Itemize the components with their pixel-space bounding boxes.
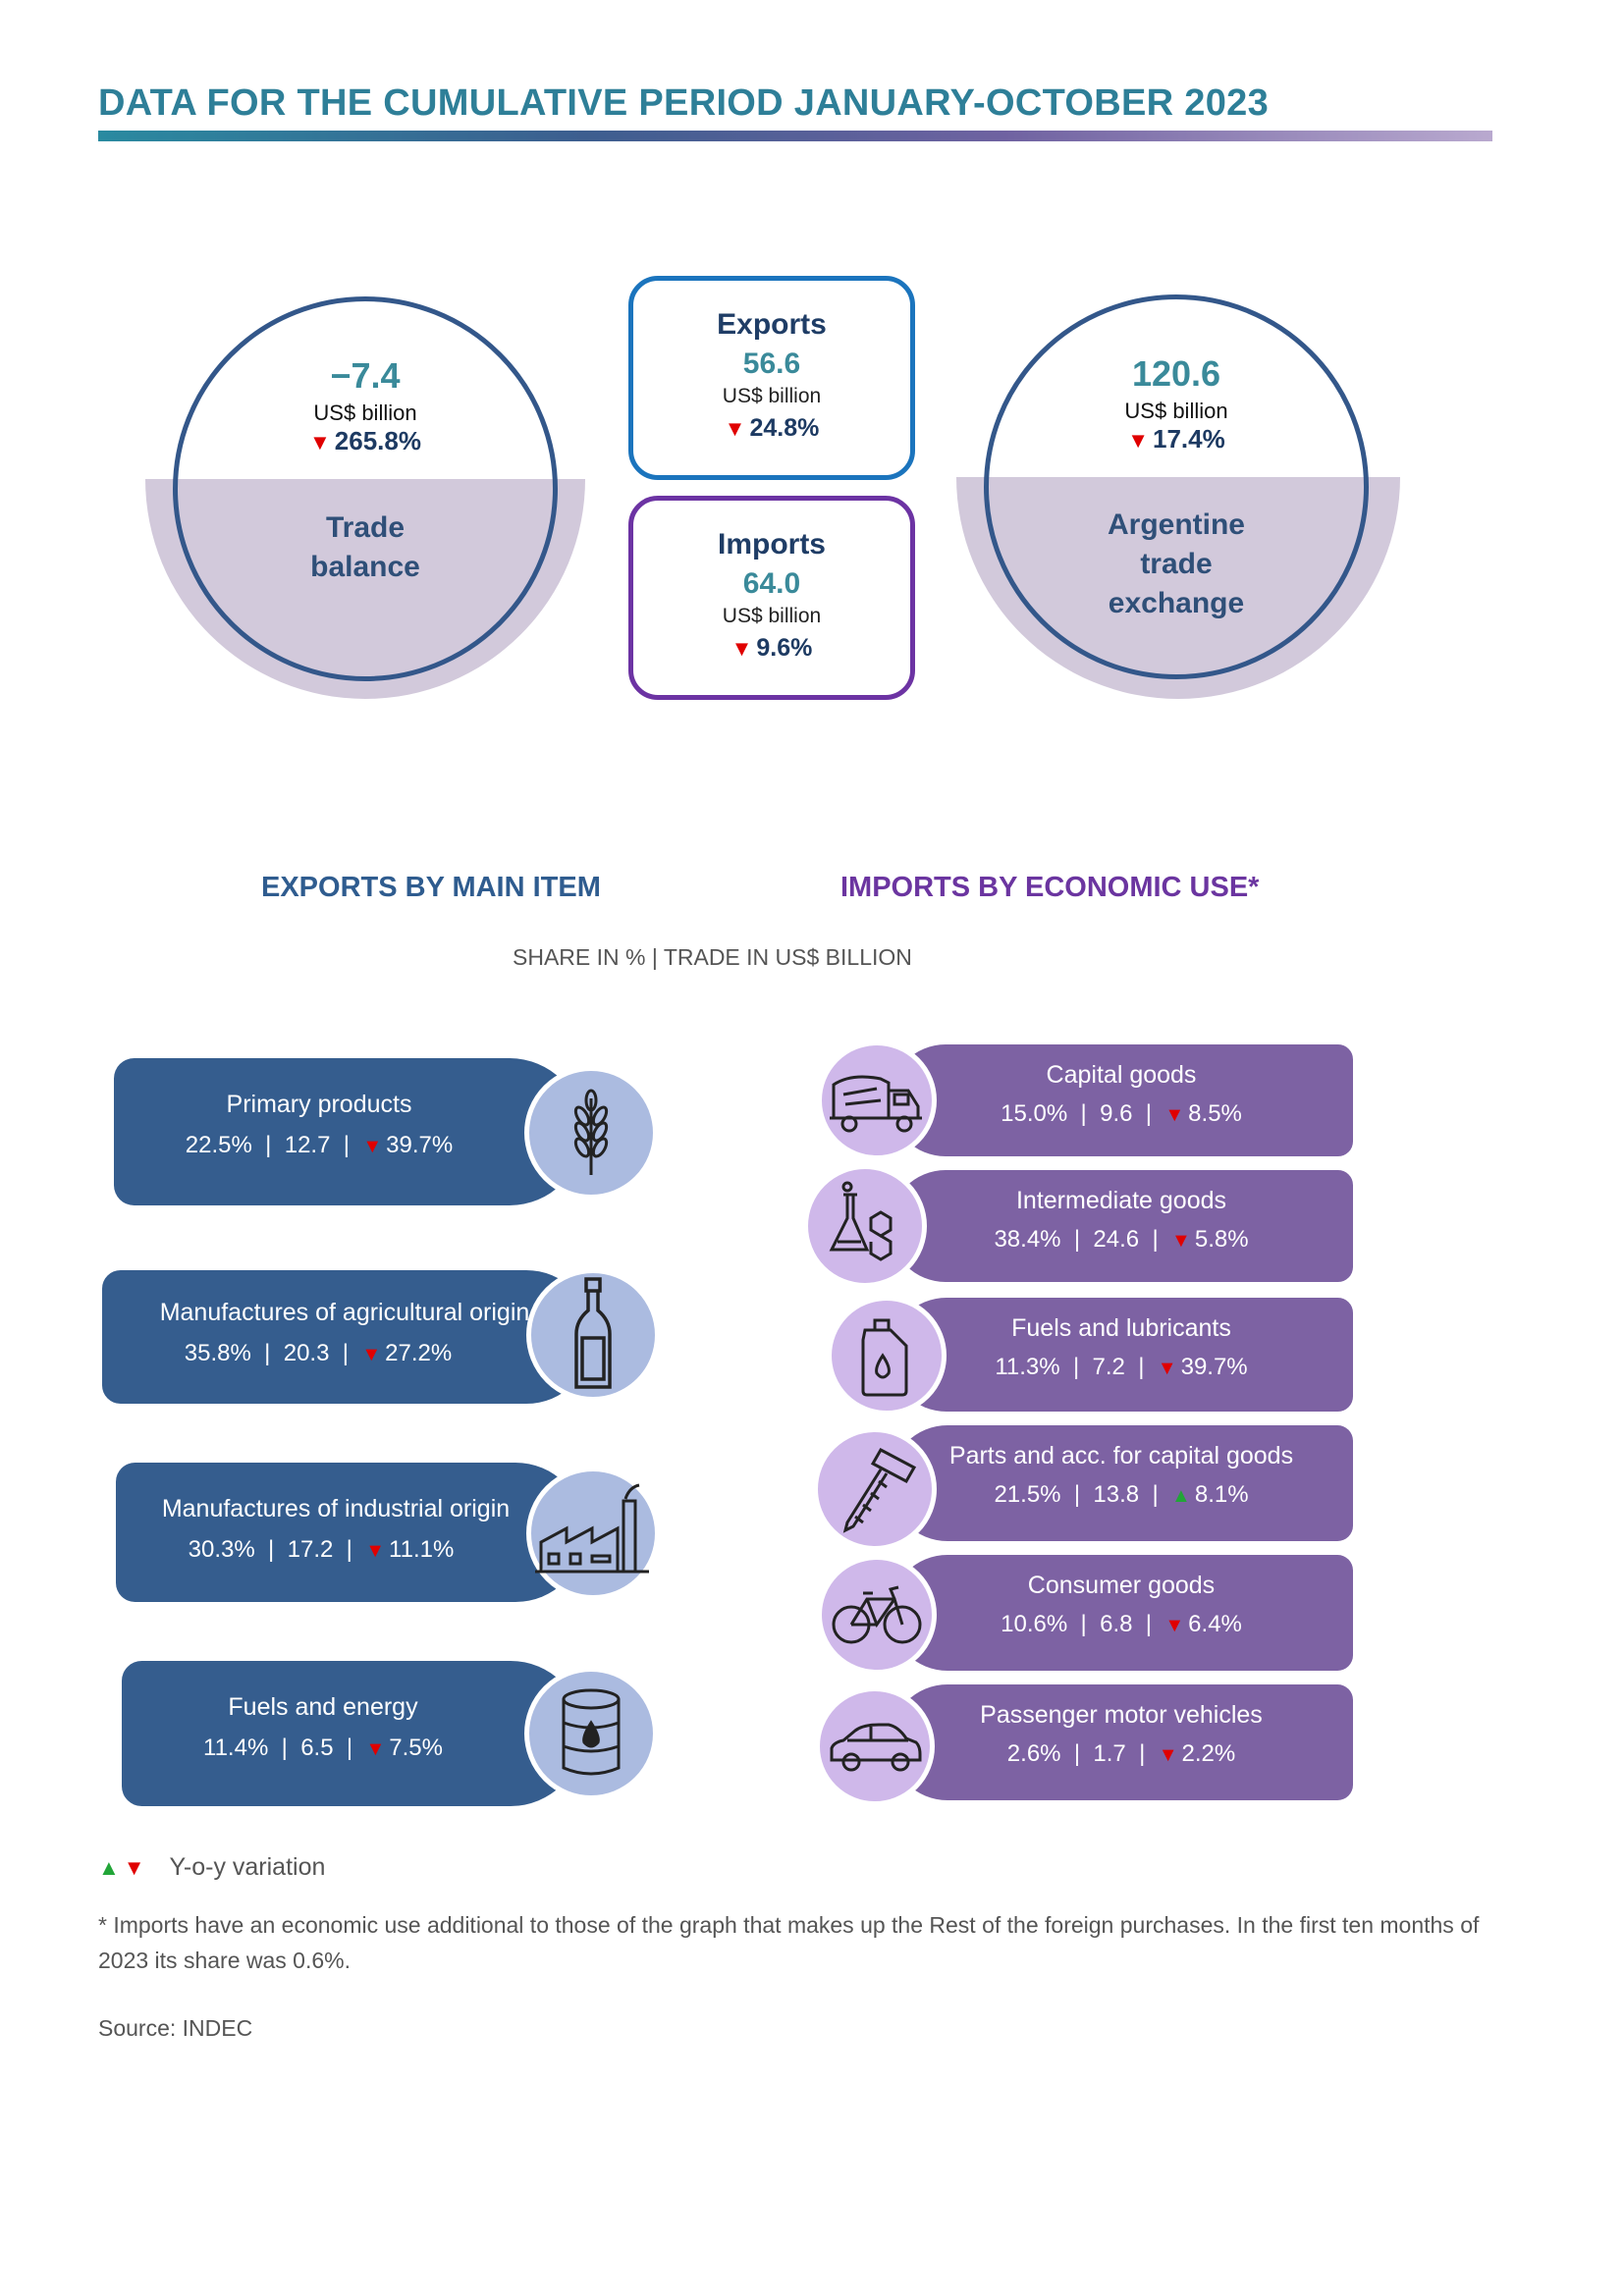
imports-variation: ▼ 9.6% bbox=[731, 634, 813, 662]
imports-value: 64.0 bbox=[742, 567, 801, 600]
trade-balance-figures: −7.4 US$ billion ▼ 265.8% bbox=[173, 355, 558, 456]
decrease-triangle-icon: ▼ bbox=[362, 1136, 383, 1157]
trade-exchange-circle bbox=[984, 294, 1369, 679]
bicycle-icon bbox=[817, 1555, 937, 1675]
export-item-agricultural-manufactures: Manufactures of agricultural origin 35.8… bbox=[102, 1270, 593, 1404]
section-subtitle: SHARE IN % | TRADE IN US$ BILLION bbox=[513, 944, 912, 970]
variation-legend: ▲ ▼ Y-o-y variation bbox=[98, 1853, 326, 1881]
decrease-triangle-icon: ▼ bbox=[1171, 1230, 1191, 1252]
trade-balance-unit: US$ billion bbox=[313, 400, 417, 425]
imports-unit: US$ billion bbox=[722, 605, 822, 627]
decrease-triangle-icon: ▼ bbox=[365, 1738, 386, 1760]
oil-barrel-icon bbox=[524, 1667, 658, 1800]
trade-balance-value: −7.4 bbox=[330, 355, 401, 396]
import-item-consumer-goods: Consumer goods 10.6% | 6.8 | ▼ 6.4% bbox=[890, 1555, 1353, 1671]
bottle-icon bbox=[526, 1268, 660, 1402]
trade-balance-circle bbox=[173, 296, 558, 681]
decrease-triangle-icon: ▼ bbox=[365, 1540, 386, 1562]
footnote: * Imports have an economic use additiona… bbox=[98, 1912, 1480, 1973]
decrease-triangle-icon: ▼ bbox=[361, 1344, 382, 1365]
source-note: Source: INDEC bbox=[98, 2015, 253, 2041]
fuel-jerrycan-icon bbox=[827, 1296, 947, 1415]
decrease-triangle-icon: ▼ bbox=[1164, 1615, 1185, 1636]
import-item-fuels-and-lubricants: Fuels and lubricants 11.3% | 7.2 | ▼ 39.7… bbox=[890, 1298, 1353, 1412]
trade-balance-variation: ▼ 265.8% bbox=[309, 426, 421, 455]
decrease-triangle-icon: ▼ bbox=[1157, 1358, 1177, 1379]
increase-triangle-icon: ▲ bbox=[1171, 1485, 1191, 1507]
factory-icon bbox=[526, 1467, 660, 1600]
exports-title: Exports bbox=[717, 308, 827, 341]
import-item-parts-and-accessories: Parts and acc. for capital goods 21.5% |… bbox=[890, 1425, 1353, 1541]
page-title: DATA FOR THE CUMULATIVE PERIOD JANUARY-O… bbox=[98, 82, 1270, 124]
trade-exchange-value: 120.6 bbox=[1131, 353, 1221, 394]
exports-section-title: EXPORTS BY MAIN ITEM bbox=[261, 872, 601, 903]
title-underline bbox=[98, 131, 1492, 141]
imports-title: Imports bbox=[717, 528, 826, 561]
wheat-icon bbox=[524, 1066, 658, 1200]
export-item-primary-products: Primary products 22.5% | 12.7 | ▼ 39.7% bbox=[114, 1058, 583, 1205]
imports-section-title: IMPORTS BY ECONOMIC USE* bbox=[840, 872, 1260, 903]
chemistry-flask-icon bbox=[803, 1164, 927, 1288]
decrease-triangle-icon: ▼ bbox=[1158, 1744, 1178, 1766]
export-item-industrial-manufactures: Manufactures of industrial origin 30.3% … bbox=[116, 1463, 585, 1602]
trade-exchange-figures: 120.6 US$ billion ▼ 17.4% bbox=[984, 353, 1369, 454]
exports-variation: ▼ 24.8% bbox=[724, 414, 820, 442]
decrease-triangle-icon: ▼ bbox=[1164, 1104, 1185, 1126]
trade-exchange-label: Argentine trade exchange bbox=[1107, 508, 1245, 619]
exports-unit: US$ billion bbox=[722, 385, 822, 407]
trade-balance-label: Trade balance bbox=[310, 511, 420, 583]
decrease-triangle-icon: ▼ bbox=[1127, 428, 1150, 453]
export-item-fuels-and-energy: Fuels and energy 11.4% | 6.5 | ▼ 7.5% bbox=[122, 1661, 583, 1806]
decrease-triangle-icon: ▼ bbox=[123, 1855, 145, 1880]
decrease-triangle-icon: ▼ bbox=[309, 430, 331, 454]
screw-icon bbox=[813, 1427, 937, 1551]
import-item-intermediate-goods: Intermediate goods 38.4% | 24.6 | ▼ 5.8% bbox=[890, 1170, 1353, 1282]
increase-triangle-icon: ▲ bbox=[98, 1855, 120, 1880]
trade-exchange-unit: US$ billion bbox=[1124, 399, 1228, 423]
import-item-passenger-vehicles: Passenger motor vehicles 2.6% | 1.7 | ▼ 2… bbox=[890, 1684, 1353, 1800]
exports-value: 56.6 bbox=[742, 347, 801, 380]
trade-exchange-variation: ▼ 17.4% bbox=[1127, 424, 1225, 454]
cement-truck-icon bbox=[817, 1041, 937, 1160]
decrease-triangle-icon: ▼ bbox=[724, 416, 746, 441]
exports-summary-box: Exports 56.6 US$ billion ▼ 24.8% bbox=[628, 276, 915, 480]
decrease-triangle-icon: ▼ bbox=[731, 636, 753, 661]
car-icon bbox=[815, 1686, 935, 1806]
import-item-capital-goods: Capital goods 15.0% | 9.6 | ▼ 8.5% bbox=[890, 1044, 1353, 1156]
imports-summary-box: Imports 64.0 US$ billion ▼ 9.6% bbox=[628, 496, 915, 700]
